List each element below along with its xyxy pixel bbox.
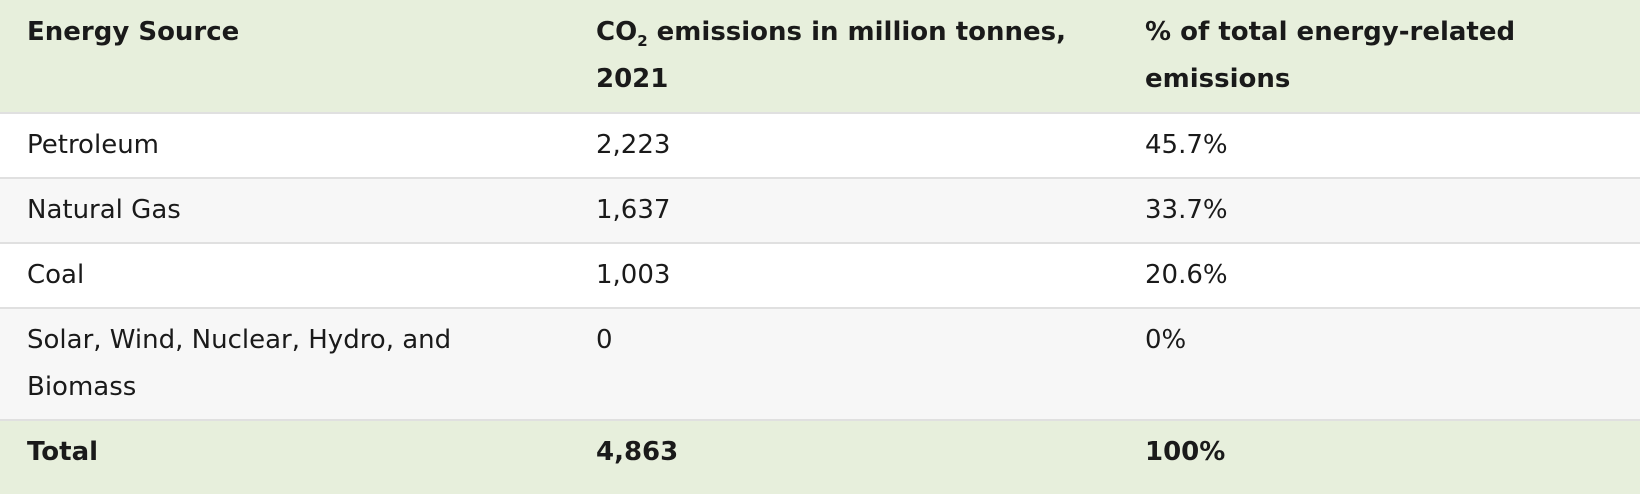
row-natural-gas: Natural Gas 1,637 33.7%	[0, 177, 1640, 243]
column-header-energy-source: Energy Source	[0, 0, 569, 113]
cell-total-label: Total	[0, 419, 569, 494]
cell-natural-gas-source: Natural Gas	[0, 177, 569, 243]
row-petroleum: Petroleum 2,223 45.7%	[0, 112, 1640, 178]
cell-petroleum-source: Petroleum	[0, 112, 569, 178]
cell-total-emissions: 4,863	[569, 419, 1118, 494]
row-coal: Coal 1,003 20.6%	[0, 242, 1640, 308]
column-header-percent-of-total: % of total energy-related emissions	[1118, 0, 1640, 113]
cell-coal-emissions: 1,003	[569, 242, 1118, 308]
co2-subscript: 2	[637, 32, 648, 51]
row-total: Total 4,863 100%	[0, 419, 1640, 494]
cell-renewables-percent: 0%	[1118, 307, 1640, 420]
co2-label-prefix: CO	[596, 17, 638, 47]
cell-natural-gas-percent: 33.7%	[1118, 177, 1640, 243]
table-body: Petroleum 2,223 45.7% Natural Gas 1,637 …	[0, 112, 1640, 494]
cell-petroleum-percent: 45.7%	[1118, 112, 1640, 178]
cell-renewables-source: Solar, Wind, Nuclear, Hydro, and Biomass	[0, 307, 569, 420]
co2-label-rest: emissions in million tonnes, 2021	[596, 17, 1067, 94]
cell-natural-gas-emissions: 1,637	[569, 177, 1118, 243]
table-header: Energy Source CO2 emissions in million t…	[0, 0, 1640, 113]
header-row: Energy Source CO2 emissions in million t…	[0, 0, 1640, 113]
cell-coal-source: Coal	[0, 242, 569, 308]
row-renewables: Solar, Wind, Nuclear, Hydro, and Biomass…	[0, 307, 1640, 420]
cell-renewables-emissions: 0	[569, 307, 1118, 420]
cell-coal-percent: 20.6%	[1118, 242, 1640, 308]
column-header-co2-emissions: CO2 emissions in million tonnes, 2021	[569, 0, 1118, 113]
cell-total-percent: 100%	[1118, 419, 1640, 494]
cell-petroleum-emissions: 2,223	[569, 112, 1118, 178]
percent-header-label: % of total energy-related emissions	[1145, 17, 1516, 94]
